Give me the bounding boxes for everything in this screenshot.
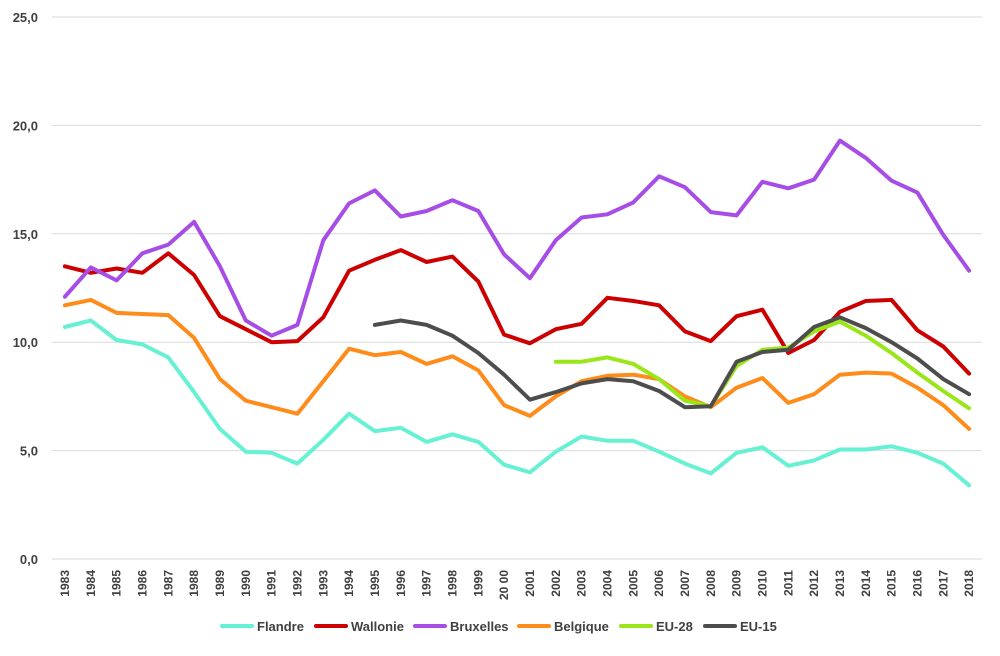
legend: Flandre Wallonie Bruxelles Belgique EU-28 EU-… bbox=[220, 619, 777, 634]
y-tick-label: 0,0 bbox=[20, 552, 38, 567]
legend-label: EU-28 bbox=[656, 619, 693, 634]
x-tick-label: 2011 bbox=[781, 570, 795, 596]
series-line-flandre bbox=[62, 318, 972, 488]
legend-item: EU-15 bbox=[703, 619, 777, 634]
x-tick-label: 1998 bbox=[445, 570, 459, 597]
x-tick-label: 2007 bbox=[678, 570, 692, 597]
legend-item: EU-28 bbox=[619, 619, 693, 634]
x-tick-label: 1997 bbox=[420, 570, 434, 597]
x-tick-label: 20 00 bbox=[497, 570, 511, 600]
y-tick-label: 15,0 bbox=[13, 227, 38, 242]
series-lines bbox=[62, 138, 972, 488]
legend-item: Bruxelles bbox=[413, 619, 509, 634]
x-tick-label: 2003 bbox=[575, 570, 589, 597]
x-tick-label: 1996 bbox=[394, 570, 408, 597]
x-tick-label: 1985 bbox=[110, 570, 124, 597]
x-tick-label: 2010 bbox=[755, 570, 769, 597]
legend-label: Wallonie bbox=[351, 619, 404, 634]
y-tick-label: 10,0 bbox=[13, 335, 38, 350]
x-tick-label: 2002 bbox=[549, 570, 563, 597]
x-tick-label: 1999 bbox=[471, 570, 485, 597]
legend-label: Flandre bbox=[257, 619, 304, 634]
x-tick-label: 1992 bbox=[290, 570, 304, 597]
x-tick-label: 1994 bbox=[342, 570, 356, 597]
legend-item: Flandre bbox=[220, 619, 304, 634]
series-line-belgique bbox=[62, 297, 972, 431]
x-tick-label: 1989 bbox=[213, 570, 227, 597]
x-tick-label: 1988 bbox=[187, 570, 201, 597]
x-tick-label: 1986 bbox=[135, 570, 149, 597]
x-tick-label: 2012 bbox=[807, 570, 821, 597]
y-axis-tick-labels: 0,0 5,0 10,0 15,0 20,0 25,0 bbox=[13, 10, 38, 567]
x-tick-label: 1990 bbox=[239, 570, 253, 597]
x-tick-label: 2013 bbox=[833, 570, 847, 597]
x-axis-tick-labels: 1983 1984 1985 1986 1987 1988 1989 1990 1991 1992… bbox=[58, 570, 976, 600]
legend-item: Wallonie bbox=[314, 619, 404, 634]
x-tick-label: 2008 bbox=[704, 570, 718, 597]
y-tick-label: 25,0 bbox=[13, 10, 38, 25]
x-tick-label: 2017 bbox=[936, 570, 950, 597]
series-line-wallonie bbox=[62, 248, 972, 376]
series-line-eu-15 bbox=[372, 315, 972, 410]
legend-item: Belgique bbox=[517, 619, 609, 634]
x-tick-label: 2016 bbox=[910, 570, 924, 597]
x-tick-label: 2014 bbox=[859, 570, 873, 597]
x-tick-label: 1983 bbox=[58, 570, 72, 597]
x-tick-label: 1987 bbox=[161, 570, 175, 597]
legend-label: Bruxelles bbox=[450, 619, 509, 634]
x-tick-label: 1995 bbox=[368, 570, 382, 597]
x-tick-label: 2006 bbox=[652, 570, 666, 597]
x-tick-label: 2009 bbox=[730, 570, 744, 597]
series-line-eu-28 bbox=[553, 319, 972, 411]
legend-label: Belgique bbox=[554, 619, 609, 634]
x-tick-label: 1993 bbox=[316, 570, 330, 597]
x-tick-label: 2018 bbox=[962, 570, 976, 597]
series-line-bruxelles bbox=[62, 138, 972, 338]
y-tick-label: 20,0 bbox=[13, 118, 38, 133]
legend-label: EU-15 bbox=[740, 619, 777, 634]
x-tick-label: 1991 bbox=[265, 570, 279, 597]
x-tick-label: 1984 bbox=[84, 570, 98, 597]
x-tick-label: 2001 bbox=[523, 570, 537, 597]
x-tick-label: 2005 bbox=[626, 570, 640, 597]
gridlines bbox=[52, 16, 982, 560]
x-tick-label: 2015 bbox=[885, 570, 899, 597]
y-tick-label: 5,0 bbox=[20, 444, 38, 459]
x-tick-label: 2004 bbox=[600, 570, 614, 597]
